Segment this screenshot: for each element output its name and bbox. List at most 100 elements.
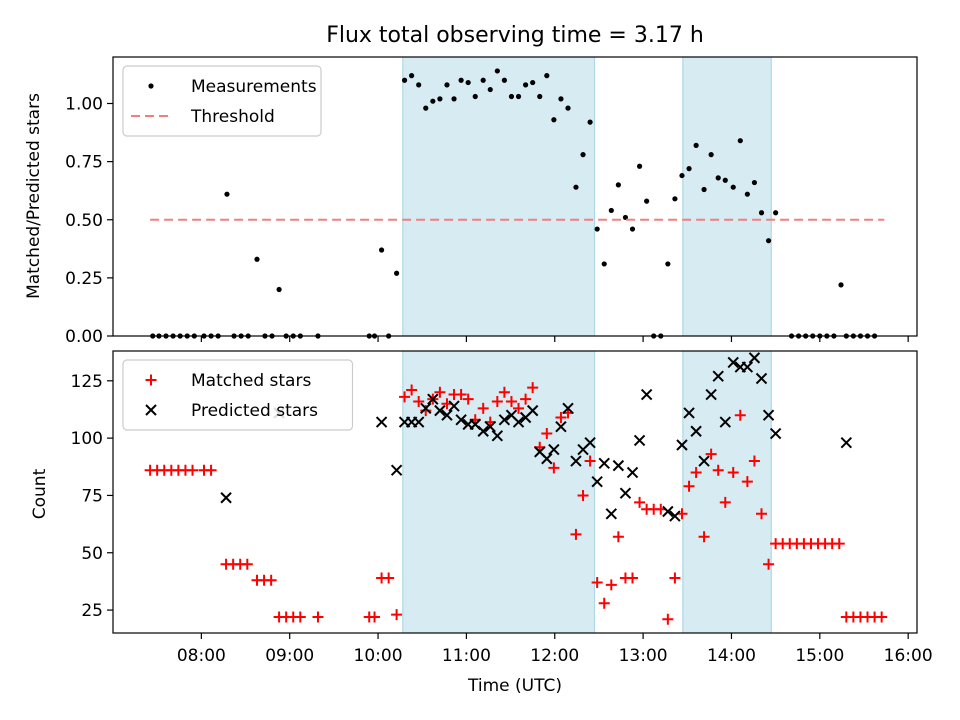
predicted-stars-point: [605, 508, 618, 520]
matched-stars-point: [399, 391, 411, 403]
measurements-point: [615, 182, 621, 188]
measurements-point: [558, 96, 564, 102]
measurements-point: [686, 166, 692, 172]
measurements-point: [515, 93, 522, 100]
shaded-interval: [402, 57, 595, 336]
y-tick-label: 125: [71, 372, 103, 392]
predicted-stars-point: [705, 388, 717, 401]
y-tick-label: 0.00: [65, 327, 103, 347]
predicted-stars-point: [719, 416, 731, 428]
predicted-stars-point: [698, 455, 710, 467]
predicted-stars-point: [555, 420, 567, 433]
measurements-point: [744, 191, 750, 197]
predicted-stars-point: [712, 370, 724, 382]
measurements-point: [276, 286, 282, 293]
matched-stars-point: [541, 428, 553, 440]
bottom-y-axis-label: Count: [30, 468, 50, 519]
matched-stars-point: [570, 528, 582, 540]
matched-stars-point: [498, 386, 510, 398]
matched-stars-point: [705, 448, 717, 460]
predicted-stars-point: [748, 352, 761, 364]
chart-title: Flux total observing time = 3.17 h: [326, 23, 704, 48]
matched-stars-point: [833, 538, 845, 550]
predicted-stars-point: [412, 416, 425, 428]
matched-stars-point: [591, 577, 603, 589]
matched-stars-point: [577, 489, 589, 501]
x-tick-label: 15:00: [795, 646, 844, 666]
measurements-point: [773, 210, 779, 216]
measurements-point: [530, 79, 536, 86]
matched-stars-point: [612, 531, 624, 543]
predicted-stars-point: [448, 400, 460, 412]
measurements-point: [758, 210, 765, 216]
measurements-point: [437, 96, 443, 102]
axes-frame: [112, 350, 918, 634]
measurements-point: [751, 179, 758, 186]
measurements-point: [254, 256, 260, 262]
x-tick-label: 08:00: [177, 646, 226, 666]
legend-measurements-marker: [148, 83, 154, 89]
predicted-stars-point: [512, 416, 525, 428]
predicted-stars-point: [420, 402, 432, 415]
measurements-point: [701, 186, 707, 193]
matched-stars-point: [294, 611, 306, 623]
predicted-stars-point: [619, 487, 632, 499]
measurements-point: [730, 184, 736, 190]
predicted-stars-point: [633, 434, 646, 447]
x-tick-label: 16:00: [884, 646, 933, 666]
measurements-point: [423, 105, 429, 111]
measurements-point: [544, 73, 550, 79]
matched-stars-point: [727, 467, 739, 479]
matched-stars-point: [383, 572, 395, 584]
predicted-stars-point: [434, 404, 446, 417]
shaded-interval: [682, 57, 772, 336]
measurements-point: [708, 152, 714, 158]
predicted-stars-point: [390, 464, 403, 476]
predicted-stars-point: [741, 361, 754, 373]
matched-stars-point: [434, 386, 446, 398]
predicted-stars-point: [727, 356, 739, 369]
matched-stars-point: [662, 613, 674, 625]
predicted-stars-point: [375, 416, 388, 428]
measurements-point: [722, 177, 728, 183]
matched-stars-point: [698, 531, 710, 543]
measurements-point: [601, 261, 607, 267]
x-tick-label: 14:00: [707, 646, 756, 666]
predicted-stars-point: [683, 407, 695, 419]
predicted-stars-point: [427, 393, 439, 405]
measurements-point: [465, 79, 471, 86]
predicted-stars-point: [662, 505, 674, 518]
ratio-panel: 0.00 0.25 0.50 0.75 1.00 Measurements Threshol…: [65, 56, 918, 347]
shaded-interval: [682, 351, 772, 633]
predicted-stars-point: [612, 459, 625, 472]
top-y-axis-label: Matched/Predicted stars: [24, 93, 44, 299]
legend-box: [122, 65, 322, 137]
predicted-stars-point: [541, 453, 553, 465]
matched-stars-point: [205, 464, 217, 476]
measurements-point: [444, 82, 450, 88]
matched-stars-point: [555, 411, 567, 423]
measurements-point: [487, 86, 493, 93]
measurements-point: [409, 73, 415, 79]
measurements-point: [551, 117, 557, 123]
legend-predicted-stars-label: Predicted stars: [191, 401, 318, 421]
predicted-stars-point: [755, 372, 768, 385]
matched-stars-point: [241, 558, 253, 570]
measurements-point: [679, 172, 685, 179]
matched-stars-point: [712, 464, 724, 476]
x-tick-label: 13:00: [619, 646, 668, 666]
legend-predicted-stars-marker: [145, 404, 157, 416]
measurements-point: [838, 282, 844, 288]
predicted-stars-point: [498, 414, 511, 426]
matched-stars-point: [391, 609, 403, 621]
matched-stars-point: [455, 389, 467, 401]
measurements-point: [665, 261, 671, 267]
measurements-point: [451, 96, 457, 102]
measurements-point: [416, 82, 422, 88]
x-tick-label: 09:00: [265, 646, 314, 666]
y-tick-label: 100: [71, 429, 103, 449]
matched-stars-point: [491, 395, 503, 407]
matched-stars-point: [265, 574, 277, 586]
matched-stars-point: [734, 409, 746, 421]
